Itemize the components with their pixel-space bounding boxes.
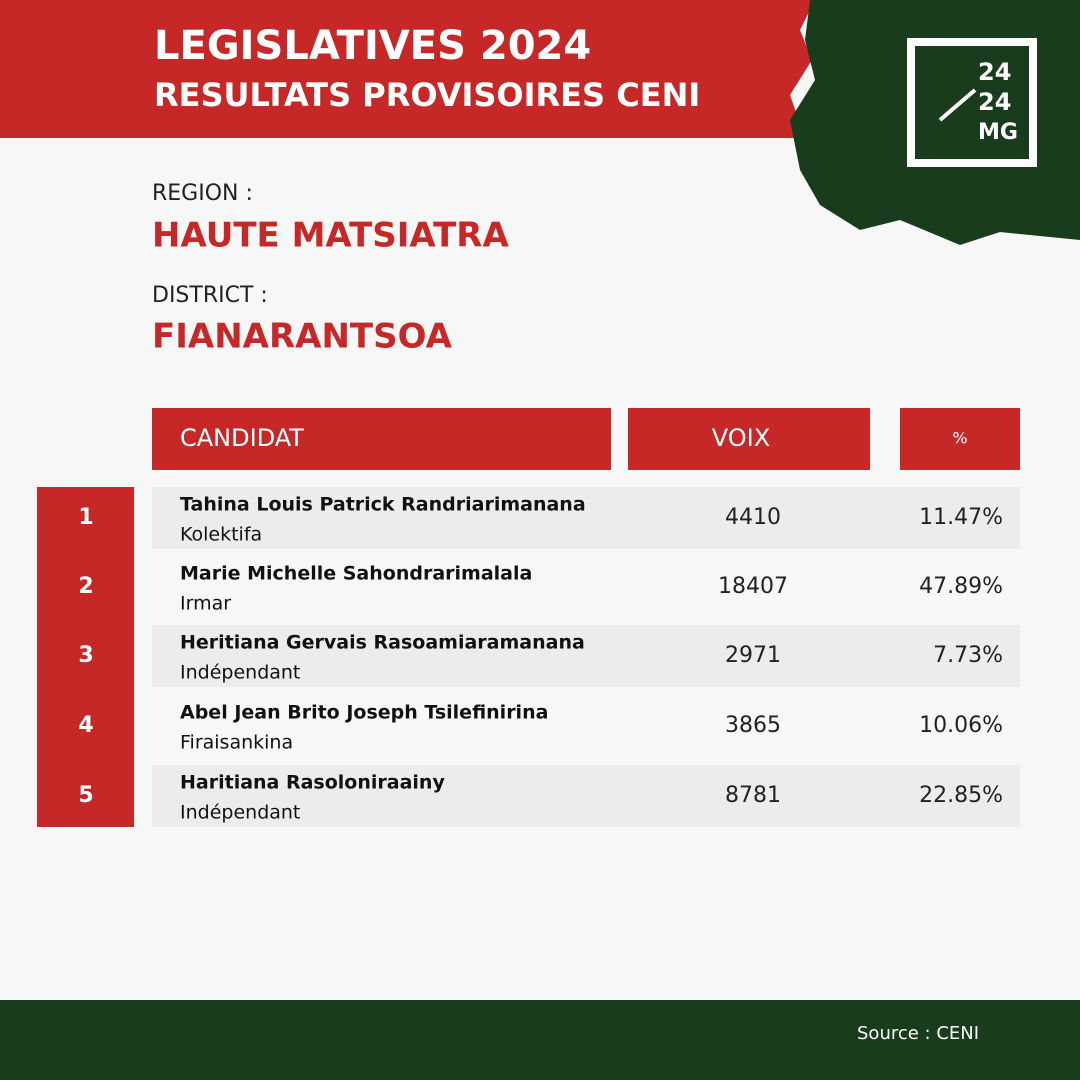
candidate-name: Heritiana Gervais Rasoamiaramanana xyxy=(180,632,585,654)
logo-text: 24 xyxy=(978,58,1011,86)
percent: 22.85% xyxy=(919,783,1003,808)
column-header: CANDIDAT xyxy=(180,424,304,452)
header-cell xyxy=(900,408,1020,470)
votes: 4410 xyxy=(725,505,781,530)
percent: 47.89% xyxy=(919,574,1003,599)
rank: 3 xyxy=(78,643,93,668)
party: Indépendant xyxy=(180,802,300,824)
logo-inner xyxy=(915,46,1029,159)
candidate-name: Abel Jean Brito Joseph Tsilefinirina xyxy=(180,702,548,724)
row-band xyxy=(152,625,1020,687)
candidate-name: Haritiana Rasoloniraainy xyxy=(180,772,445,794)
logo-text: MG xyxy=(978,120,1018,145)
percent: 11.47% xyxy=(919,505,1003,530)
row-band xyxy=(152,487,1020,549)
column-header: VOIX xyxy=(712,424,770,452)
rank: 2 xyxy=(78,574,93,599)
votes: 8781 xyxy=(725,783,781,808)
logo-text: 24 xyxy=(978,88,1011,116)
rank: 5 xyxy=(78,783,93,808)
district-value: FIANARANTSOA xyxy=(152,317,453,357)
header-band xyxy=(0,0,815,138)
header-cell xyxy=(628,408,870,470)
source: Source : CENI xyxy=(857,1023,979,1044)
footer-band xyxy=(0,1000,1080,1080)
subtitle: RESULTATS PROVISOIRES CENI xyxy=(154,76,700,114)
column-header: % xyxy=(952,429,967,448)
region-label: REGION : xyxy=(152,181,253,206)
header-cell xyxy=(152,408,611,470)
percent: 7.73% xyxy=(933,643,1003,668)
table-rows: 1 Tahina Louis Patrick Randriarimanana Kol… xyxy=(78,487,1020,827)
votes: 2971 xyxy=(725,643,781,668)
party: Kolektifa xyxy=(180,524,262,546)
votes: 18407 xyxy=(718,574,788,599)
district-label: DISTRICT : xyxy=(152,283,268,308)
title: LEGISLATIVES 2024 xyxy=(154,23,591,69)
votes: 3865 xyxy=(725,713,781,738)
party: Indépendant xyxy=(180,662,300,684)
rank: 1 xyxy=(78,505,93,530)
percent: 10.06% xyxy=(919,713,1003,738)
rank-column xyxy=(37,487,134,827)
party: Firaisankina xyxy=(180,732,293,754)
logo-stroke xyxy=(938,88,977,122)
region-value: HAUTE MATSIATRA xyxy=(152,216,509,256)
candidate-name: Marie Michelle Sahondrarimalala xyxy=(180,563,532,585)
candidate-name: Tahina Louis Patrick Randriarimanana xyxy=(180,494,586,516)
rank: 4 xyxy=(78,713,93,738)
row-band xyxy=(152,765,1020,827)
party: Irmar xyxy=(180,593,231,615)
